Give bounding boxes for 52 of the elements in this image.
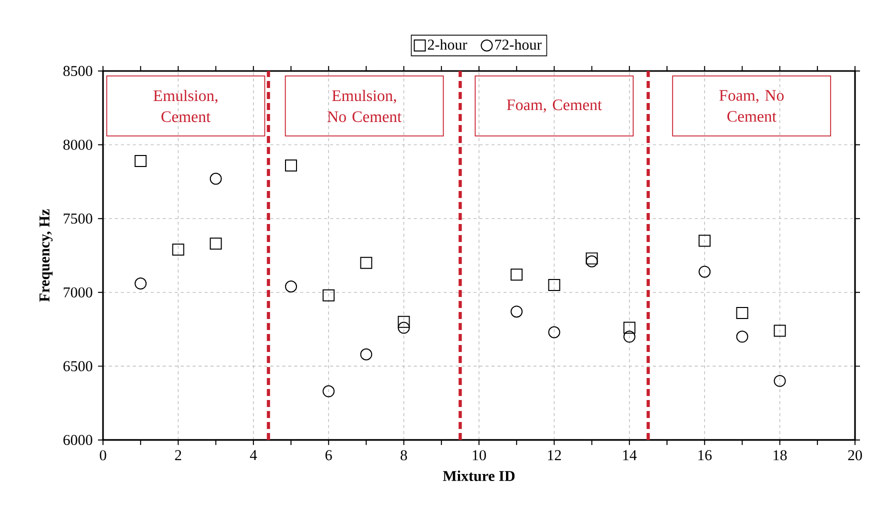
point: [134, 155, 147, 168]
x-tick-label: 6: [326, 450, 332, 460]
point: [172, 244, 184, 256]
point: [774, 324, 786, 337]
point: [322, 289, 335, 302]
point: [736, 307, 748, 320]
point: [210, 238, 222, 250]
x-tick-label: 16: [698, 450, 712, 460]
x-axis-title: Mixture ID: [442, 470, 515, 482]
point: [398, 322, 410, 334]
point: [210, 172, 222, 185]
y-axis-title: Frequency, Hz: [40, 209, 53, 302]
point: [736, 330, 748, 343]
x-tick-label: 20: [848, 450, 862, 460]
x-tick-label: 12: [548, 450, 561, 460]
point: [322, 385, 335, 398]
point: [510, 268, 523, 281]
point: [698, 234, 711, 247]
y-tick-label: 6000: [63, 434, 92, 446]
y-tick-label: 7500: [64, 214, 92, 224]
x-tick-label: 4: [250, 450, 257, 460]
point: [698, 266, 711, 278]
point: [586, 255, 598, 268]
point: [398, 316, 410, 328]
x-tick-label: 0: [100, 450, 106, 460]
legend-label: 2-hour: [428, 39, 468, 50]
point: [360, 348, 372, 360]
point: [774, 374, 786, 387]
y-tick-label: 6500: [63, 361, 92, 372]
point: [623, 330, 636, 343]
x-tick-label: 18: [774, 450, 787, 460]
annotation: Emulsion, Cement: [154, 90, 218, 122]
point: [548, 279, 560, 292]
annotation: Foam, No Cement: [719, 90, 784, 122]
y-tick-label: 8500: [63, 66, 92, 76]
x-tick-label: 10: [472, 450, 486, 460]
point: [548, 326, 560, 338]
x-tick-label: 2: [175, 450, 182, 460]
x-tick-label: 8: [400, 450, 407, 460]
x-tick-label: 14: [623, 450, 637, 460]
point: [360, 256, 372, 269]
y-tick-label: 7000: [64, 287, 92, 298]
y-tick-label: 8000: [63, 140, 92, 150]
point: [134, 278, 147, 290]
annotation: Foam, Cement: [506, 99, 602, 113]
annotation: Emulsion, No Cement: [327, 90, 402, 122]
point: [510, 306, 523, 318]
point: [623, 322, 636, 334]
point: [285, 159, 298, 172]
point: [285, 280, 298, 292]
legend-label: 72-hour: [495, 39, 542, 50]
point: [586, 252, 598, 264]
